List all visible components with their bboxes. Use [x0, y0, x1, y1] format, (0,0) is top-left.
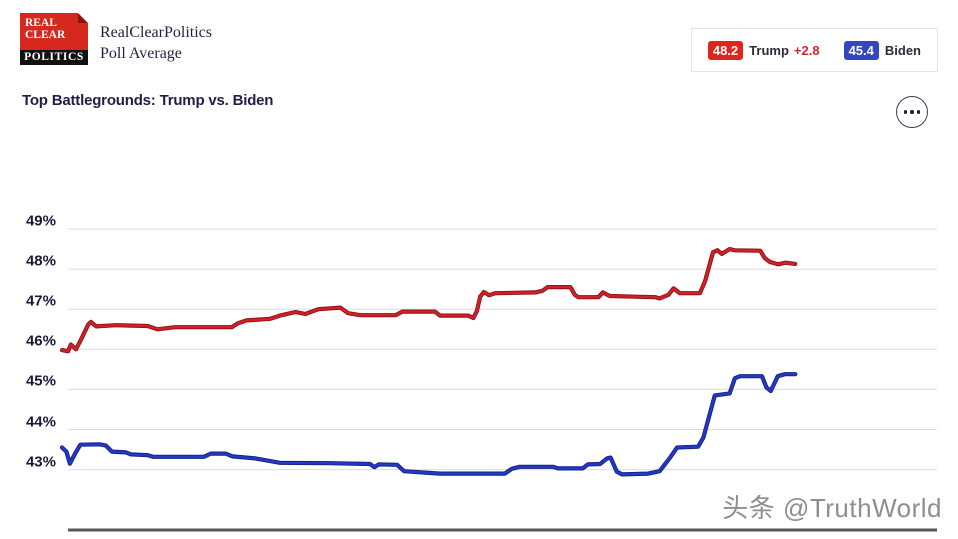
y-axis-label: 49% — [25, 212, 56, 230]
ellipsis-icon — [903, 110, 908, 114]
y-axis-label: 45% — [25, 372, 56, 390]
brand-text: RealClearPolitics Poll Average — [100, 22, 212, 64]
trump-label: Trump — [749, 42, 789, 58]
ellipsis-icon — [910, 110, 914, 114]
chart-title: Top Battlegrounds: Trump vs. Biden — [22, 92, 274, 109]
y-axis-label: 44% — [25, 413, 56, 430]
trump-spread: +2.8 — [793, 42, 820, 58]
trump-value-badge: 48.2 — [707, 40, 744, 60]
brand-line-1: RealClearPolitics — [100, 24, 212, 41]
trump-line-edge — [59, 247, 798, 354]
brand-line-2: Poll Average — [100, 45, 182, 62]
biden-value-badge: 45.4 — [843, 40, 879, 60]
y-axis-label: 48% — [25, 252, 56, 270]
logo-fold-icon — [78, 13, 88, 23]
ellipsis-icon — [916, 110, 921, 114]
biden-label: Biden — [884, 42, 921, 58]
logo-text-real: REAL — [25, 17, 57, 29]
logo-text-clear: CLEAR — [25, 28, 66, 41]
y-axis-label: 43% — [25, 453, 56, 471]
legend-item-trump: 48.2 Trump +2.8 — [707, 40, 820, 60]
biden-line — [60, 373, 797, 476]
more-options-button[interactable] — [896, 96, 928, 128]
trump-line — [60, 247, 797, 353]
watermark: 头条 @TruthWorld — [722, 493, 942, 523]
logo-text-politics: POLITICS — [20, 50, 88, 65]
y-axis-label: 46% — [25, 332, 56, 350]
y-axis-label: 47% — [25, 292, 56, 310]
rcp-logo[interactable]: REAL CLEAR POLITICS — [20, 13, 88, 65]
legend-item-biden: 45.4 Biden — [843, 40, 921, 60]
poll-legend: 48.2 Trump +2.8 45.4 Biden — [690, 28, 938, 72]
